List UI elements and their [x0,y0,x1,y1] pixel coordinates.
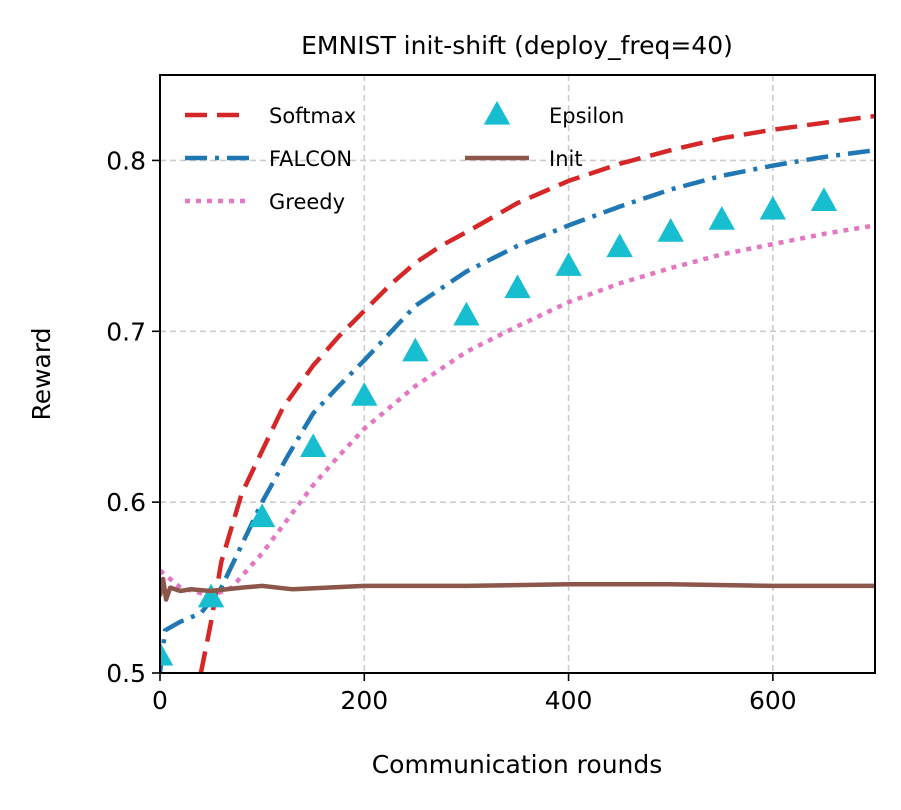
y-tick-label: 0.7 [106,317,146,346]
epsilon-point [160,641,174,666]
epsilon-point [555,252,582,276]
x-tick-label: 600 [749,686,797,715]
y-axis-label: Reward [27,327,56,420]
y-tick-label: 0.8 [106,146,146,175]
epsilon-point [197,583,225,608]
epsilon-point [300,433,327,458]
epsilon-point [504,274,531,299]
x-tick-label: 0 [152,686,168,715]
axis-ticks: 0 200 400 600 0.5 0.6 0.7 0.8 [106,146,796,715]
epsilon-point [248,503,276,528]
grid-lines [160,75,875,673]
legend-init-label: Init [549,147,583,171]
softmax-line [198,113,875,673]
plot-frame [159,74,876,674]
legend-epsilon-label: Epsilon [549,104,624,128]
legend-falcon-label: FALCON [269,147,352,171]
legend-epsilon-swatch [483,100,511,125]
init-line [160,576,875,602]
series-layer [160,113,875,673]
y-tick-label: 0.6 [106,488,146,517]
legend: Softmax FALCON Greedy Epsilon Init [185,100,624,214]
epsilon-point [402,337,429,362]
legend-greedy-label: Greedy [269,190,345,214]
x-axis-label: Communication rounds [372,750,663,779]
legend-softmax-label: Softmax [269,104,356,128]
epsilon-point [657,218,684,242]
epsilon-point [351,382,378,406]
epsilon-point [708,206,735,230]
x-tick-label: 200 [340,686,388,715]
x-tick-label: 400 [545,686,593,715]
chart-title: EMNIST init-shift (deploy_freq=40) [301,31,733,60]
epsilon-point [453,301,480,326]
epsilon-point [606,233,633,258]
epsilon-point [810,187,838,212]
epsilon-point [759,195,787,220]
y-tick-label: 0.5 [106,659,146,688]
